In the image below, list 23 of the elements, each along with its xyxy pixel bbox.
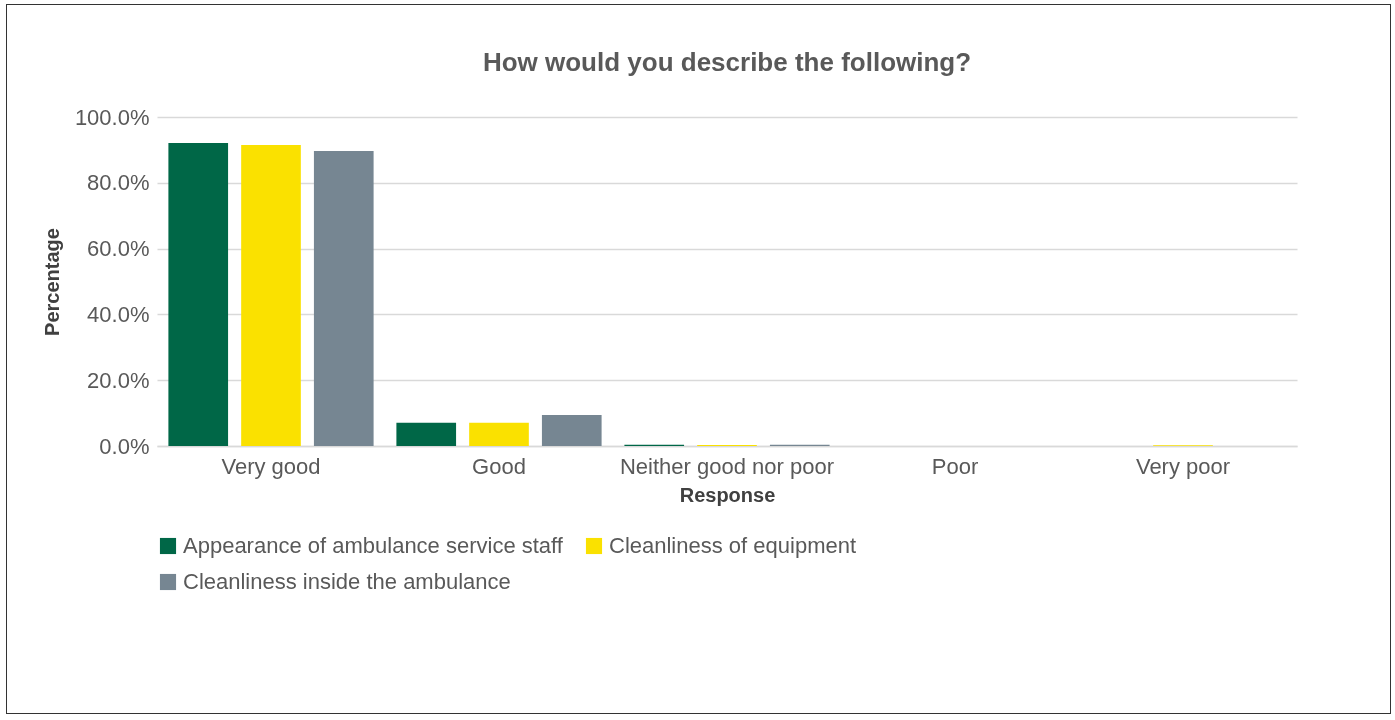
legend-label: Cleanliness of equipment [609,533,857,558]
x-tick-label: Good [472,453,526,479]
y-tick-label: 0.0% [99,433,150,459]
x-tick-label: Poor [931,453,979,479]
x-axis-title: Response [679,483,776,506]
x-tick-label: Very good [221,453,321,479]
y-tick-label: 20.0% [87,367,150,393]
bar [313,150,374,446]
legend-label: Cleanliness inside the ambulance [183,569,511,594]
bar [168,142,229,446]
bar [396,422,457,446]
y-tick-label: 80.0% [87,170,150,196]
y-axis-title: Percentage [40,228,63,336]
y-tick-label: 40.0% [87,301,150,327]
y-tick-label: 60.0% [87,236,150,262]
bar [541,415,602,446]
legend-label: Appearance of ambulance service staff [183,533,564,558]
bar [469,422,529,446]
chart-title: How would you describe the following? [482,47,972,77]
x-tick-label: Very poor [1135,453,1231,479]
x-tick-label: Neither good nor poor [619,453,835,479]
bar [241,144,301,446]
y-tick-label: 100.0% [74,104,150,130]
